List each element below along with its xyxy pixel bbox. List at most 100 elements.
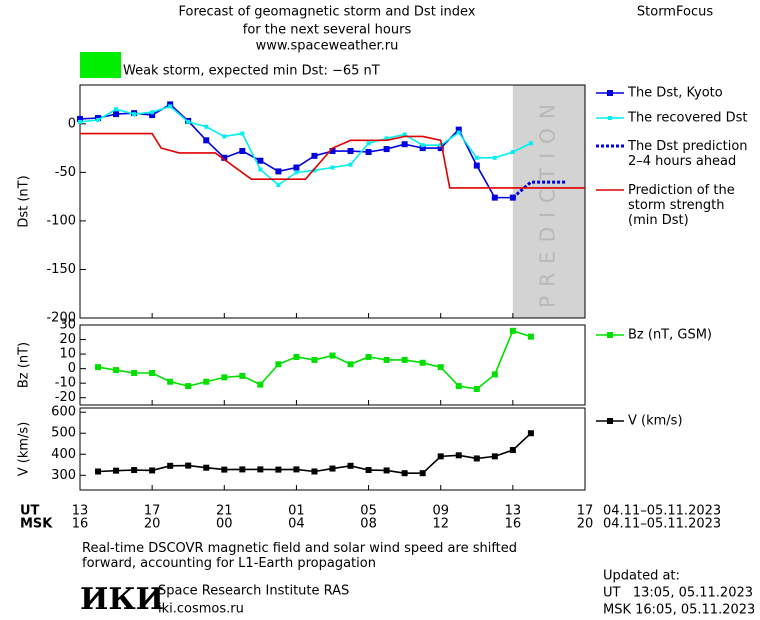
data-point (168, 104, 173, 109)
y-tick-label: 10 (59, 347, 76, 362)
footer-note: Real-time DSCOVR magnetic field and sola… (82, 541, 517, 571)
y-tick-label: -20 (55, 390, 76, 405)
msk-tick-label: 20 (577, 517, 594, 532)
x-tick-label: 05 (360, 504, 377, 519)
data-point (384, 136, 389, 141)
msk-tick-label: 12 (432, 517, 449, 532)
legend-label: Prediction of the storm strength (min Dst) (628, 183, 735, 228)
data-point (78, 119, 82, 124)
data-point (491, 194, 498, 201)
y-tick-label: -100 (46, 213, 76, 228)
data-point (293, 466, 300, 473)
data-point (365, 467, 372, 474)
y-tick-label: -150 (46, 262, 76, 277)
data-point (491, 371, 498, 378)
data-point (438, 143, 443, 148)
data-point (401, 470, 408, 477)
msk-label: MSK (20, 517, 53, 532)
data-point (239, 148, 246, 155)
x-tick-label: 09 (432, 504, 449, 519)
data-point (275, 361, 282, 368)
data-point (204, 124, 209, 129)
data-point (113, 367, 120, 374)
y-tick-label: 30 (59, 318, 76, 333)
data-point (294, 170, 299, 175)
data-point (311, 468, 318, 475)
data-point (455, 383, 462, 390)
data-point (347, 361, 354, 368)
y-tick-label: -50 (55, 165, 76, 180)
data-point (455, 126, 462, 133)
msk-tick-label: 16 (505, 517, 522, 532)
institute: Space Research Institute RAS (158, 584, 349, 599)
data-point (509, 327, 516, 334)
y-tick-label: 300 (51, 468, 76, 483)
legend-label: The recovered Dst (627, 111, 747, 126)
data-point (401, 356, 408, 363)
data-point (365, 354, 372, 360)
data-point (437, 364, 444, 371)
y-tick-label: -200 (46, 311, 76, 326)
data-point (96, 117, 101, 122)
y-tick-label: 500 (51, 426, 76, 441)
y-tick-label: 600 (51, 405, 76, 420)
data-point (383, 146, 390, 153)
data-point (239, 466, 246, 473)
title-line: for the next several hours (243, 23, 412, 38)
series-line (97, 432, 532, 474)
data-point (257, 157, 264, 164)
data-point (203, 464, 210, 471)
data-point (491, 453, 498, 460)
data-point (258, 167, 263, 172)
data-point (419, 470, 426, 477)
series-line (79, 103, 513, 199)
logo: ИКИ (80, 582, 164, 617)
data-point (311, 356, 318, 363)
data-point (492, 155, 497, 160)
legend-marker (607, 332, 613, 338)
data-point (186, 119, 191, 124)
y-axis-label: Dst (nT) (17, 175, 32, 227)
plot-frame (79, 407, 586, 491)
data-point (257, 381, 264, 388)
series-line (511, 180, 567, 199)
brand: StormFocus (637, 5, 713, 20)
data-point (473, 455, 480, 462)
data-point (347, 148, 354, 155)
data-point (311, 152, 318, 159)
data-point (383, 356, 390, 363)
x-tick-label: 17 (577, 504, 594, 519)
data-point (150, 110, 155, 115)
title-line: www.spaceweather.ru (256, 39, 399, 54)
title-line: Forecast of geomagnetic storm and Dst in… (178, 5, 475, 20)
legend-marker (607, 418, 613, 424)
data-point (203, 378, 210, 385)
series-line (80, 132, 585, 189)
msk-tick-label: 16 (72, 517, 89, 532)
data-point (113, 467, 120, 474)
msk-range: 04.11–05.11.2023 (603, 517, 721, 532)
updated-msk: MSK 16:05, 05.11.2023 (603, 603, 755, 618)
data-point (419, 145, 426, 152)
storm-label: Weak storm, expected min Dst: −65 nT (123, 64, 380, 79)
data-point (330, 165, 335, 170)
data-point (257, 466, 264, 473)
data-point (113, 111, 120, 118)
y-tick-label: -10 (55, 376, 76, 391)
msk-tick-label: 20 (144, 517, 161, 532)
data-point (95, 364, 102, 371)
data-point (185, 462, 192, 469)
data-point (312, 168, 317, 173)
updated: Updated at: (603, 569, 680, 584)
data-point (149, 370, 156, 376)
plot-frame (79, 324, 586, 406)
data-point (221, 466, 228, 473)
data-point (437, 453, 444, 460)
x-tick-label: 13 (505, 504, 522, 519)
data-point (240, 131, 245, 136)
data-point (347, 462, 354, 469)
legend-marker (608, 116, 612, 120)
data-point (420, 143, 425, 148)
data-point (77, 115, 83, 122)
